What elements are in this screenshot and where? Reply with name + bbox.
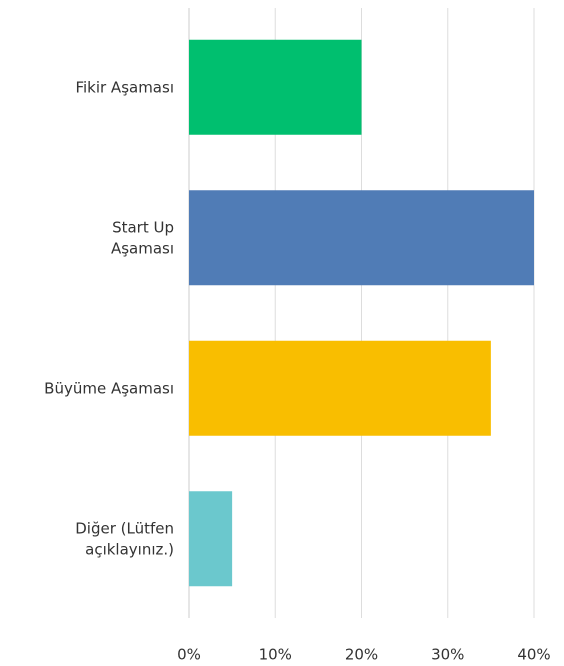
y-tick-label: Fikir Aşaması [75,78,174,96]
x-tick-label: 20% [345,646,378,663]
bar [189,491,233,587]
x-tick-label: 40% [517,646,550,663]
x-tick-label: 10% [259,646,292,663]
y-tick-label: Büyüme Aşaması [44,379,174,397]
bar [189,340,491,436]
y-tick-label: Start Up Aşaması [111,218,174,257]
bar [189,190,534,286]
x-tick-label: 30% [431,646,464,663]
x-tick-label: 0% [177,646,201,663]
y-tick-label: Diğer (Lütfen açıklayınız.) [75,519,174,558]
bar [189,39,362,135]
